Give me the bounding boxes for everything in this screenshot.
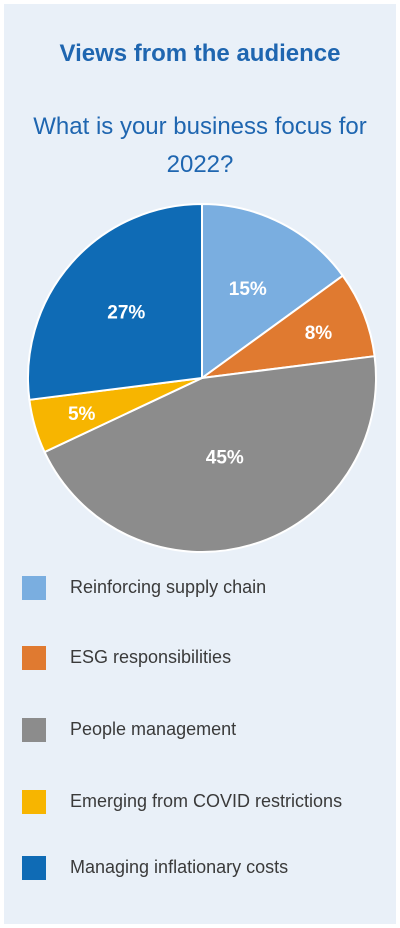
pie-data-label-0: 15% (229, 279, 267, 300)
pie-data-label-4: 27% (107, 302, 145, 323)
pie-data-label-2: 45% (206, 448, 244, 469)
legend-item: Emerging from COVID restrictions (22, 788, 392, 816)
pie-slice-0 (201, 202, 345, 380)
legend-item: ESG responsibilities (22, 644, 392, 672)
legend-swatch (22, 718, 46, 742)
page-title: Views from the audience (59, 40, 341, 67)
legend-swatch (22, 576, 46, 600)
legend-label: Emerging from COVID restrictions (70, 791, 343, 811)
legend-swatch (22, 790, 46, 814)
legend-swatch (22, 646, 46, 670)
legend-item: Managing inflationary costs (22, 854, 392, 882)
legend-label: People management (70, 719, 237, 739)
legend-label: Managing inflationary costs (70, 857, 289, 877)
legend-item: Reinforcing supply chain (22, 574, 392, 602)
pie-data-label-3: 5% (68, 404, 96, 425)
pie-chart: 15% 8% 45% 5% 27% (27, 202, 377, 554)
legend-label: ESG responsibilities (70, 647, 232, 667)
legend-item: People management (22, 716, 392, 744)
pie-slice-4 (27, 202, 203, 401)
pie-data-label-1: 8% (305, 323, 333, 344)
legend-label: Reinforcing supply chain (70, 577, 267, 597)
chart-subtitle: What is your business focus for 2022? (33, 113, 367, 178)
pie-slice-2 (43, 355, 377, 554)
legend-swatch (22, 856, 46, 880)
